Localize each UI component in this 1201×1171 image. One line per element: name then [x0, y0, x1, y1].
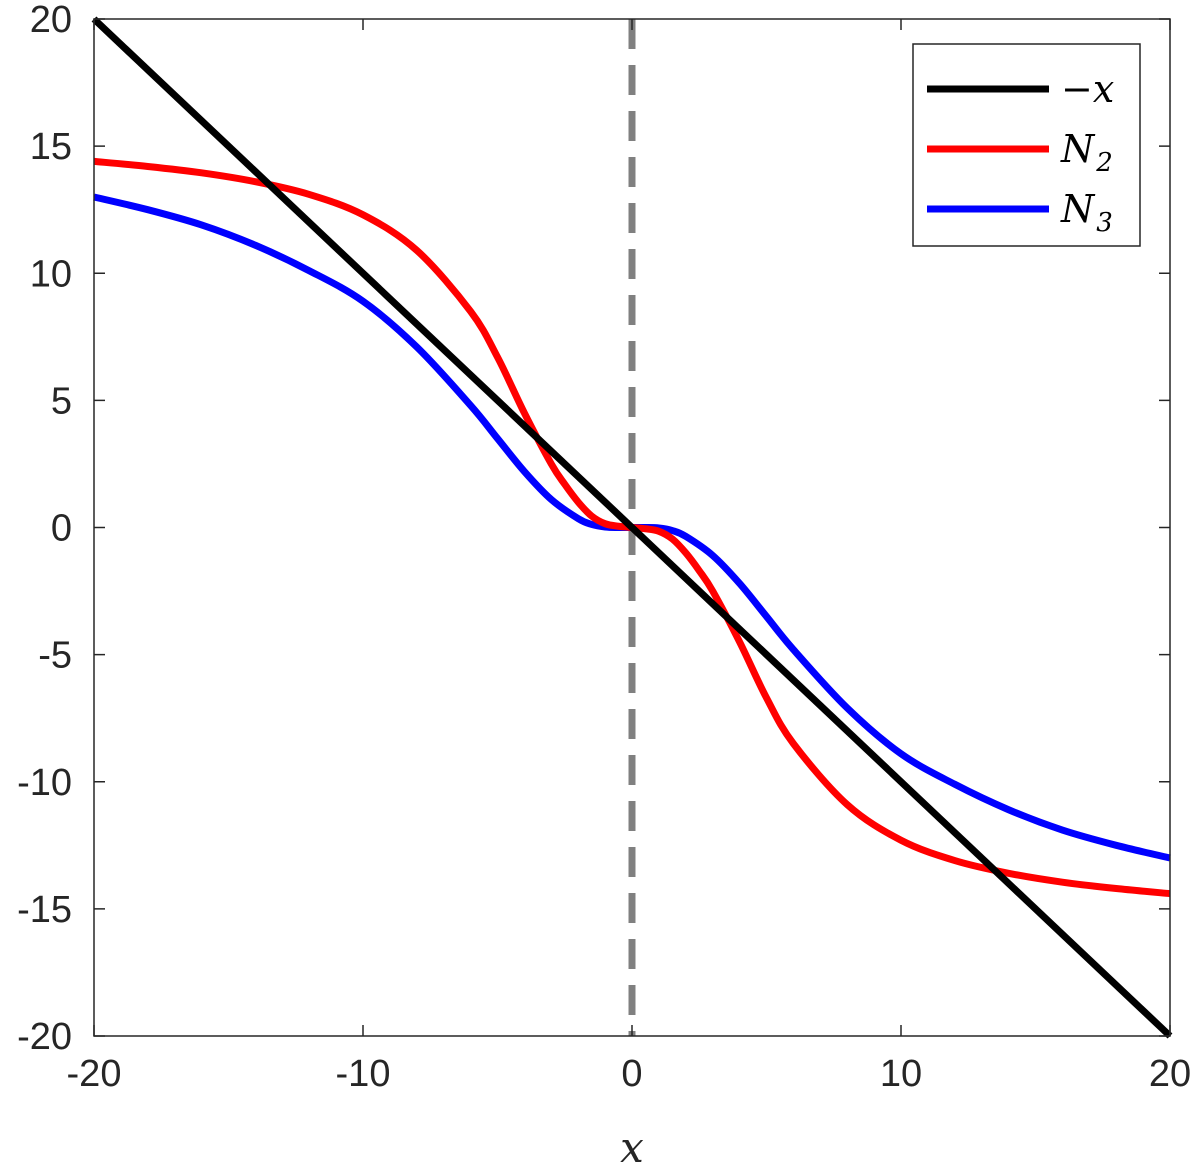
- y-tick-label: 15: [30, 126, 72, 168]
- legend-label-subscript: 2: [1095, 148, 1113, 178]
- y-tick-label: -20: [17, 1016, 72, 1058]
- y-tick-label: 0: [51, 508, 72, 550]
- y-tick-label: 20: [30, 0, 72, 41]
- series-line-xneg-x: [91, 16, 1173, 1039]
- x-tick-label: 20: [1149, 1053, 1191, 1095]
- y-tick-label: 10: [30, 253, 72, 295]
- y-tick-label: -15: [17, 889, 72, 931]
- x-tick-label: 10: [880, 1053, 922, 1095]
- y-tick-label: 5: [51, 380, 72, 422]
- x-tick-label: 0: [621, 1053, 642, 1095]
- legend-label-subscript: 3: [1096, 208, 1113, 238]
- y-tick-label: -10: [17, 762, 72, 804]
- y-tick-label: -5: [38, 635, 72, 677]
- legend-label: −x: [1061, 67, 1114, 111]
- series-layer: [91, 16, 1173, 1039]
- x-tick-label: -20: [67, 1053, 122, 1095]
- tick-layer: -20 -10 0 10 20 -20 -15 -10 -5 0 5 10 15 20: [17, 0, 1191, 1095]
- x-axis-label: x: [620, 1123, 644, 1171]
- x-tick-label: -10: [336, 1053, 391, 1095]
